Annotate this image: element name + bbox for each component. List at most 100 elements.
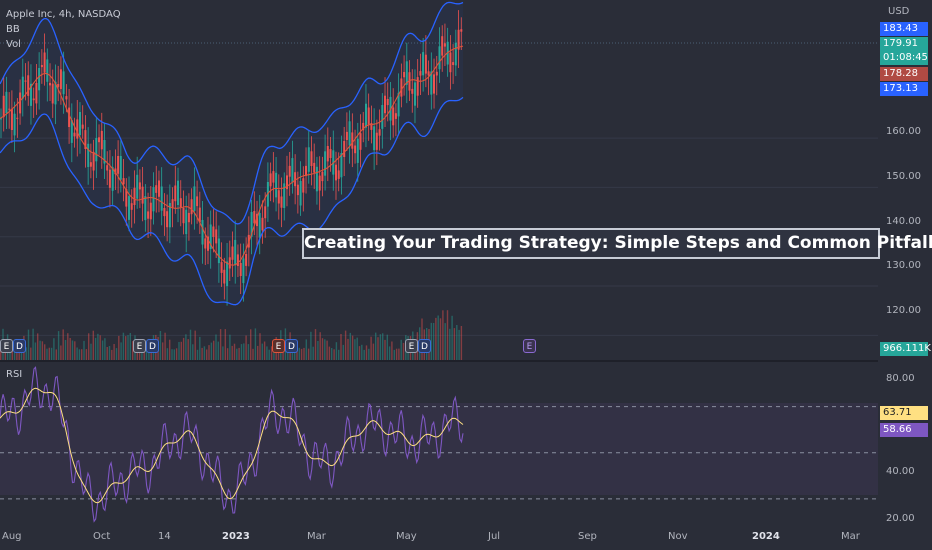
candle-body <box>128 196 130 220</box>
volume-bar <box>236 348 238 360</box>
candle-body <box>196 196 199 207</box>
volume-bar <box>277 346 280 360</box>
volume-bar <box>391 341 393 360</box>
candle-body <box>359 133 362 150</box>
rsi-badge: 58.66 <box>880 423 928 437</box>
earnings-marker[interactable]: E <box>405 339 418 353</box>
candle-body <box>231 246 234 260</box>
candle-body <box>307 147 310 172</box>
candle-body <box>57 84 60 87</box>
volume-bar <box>53 338 55 360</box>
volume-bar <box>60 345 62 360</box>
candle-body <box>305 165 307 176</box>
volume-bar <box>393 349 395 360</box>
volume-bar <box>363 349 365 360</box>
dividend-marker[interactable]: D <box>418 339 431 353</box>
volume-bar <box>97 333 99 360</box>
volume-bar <box>127 335 129 360</box>
volume-bar <box>145 347 148 360</box>
volume-bar <box>0 350 2 360</box>
volume-bar <box>192 344 194 360</box>
candle-body <box>419 71 422 76</box>
time-tick: Sep <box>578 531 597 542</box>
dividend-marker[interactable]: D <box>285 339 298 353</box>
countdown-badge: 01:08:45 <box>880 51 928 65</box>
candle-body <box>315 166 318 192</box>
rsi-ma-line <box>0 387 464 504</box>
candle-body <box>362 122 365 131</box>
volume-bar <box>358 346 361 360</box>
candle-body <box>435 71 438 76</box>
volume-bar <box>247 344 250 360</box>
volume-bar <box>78 349 81 360</box>
candle-body <box>318 175 321 191</box>
volume-bar <box>120 342 122 360</box>
volume-bar <box>219 329 222 360</box>
symbol-legend: Apple Inc, 4h, NASDAQ <box>6 9 121 20</box>
volume-bar <box>298 347 300 360</box>
volume-bar <box>252 348 254 360</box>
candle-body <box>386 99 389 106</box>
candle-body <box>411 88 414 94</box>
candle-body <box>258 213 261 238</box>
volume-bar <box>310 331 312 360</box>
volume-bar <box>307 348 310 360</box>
candle-body <box>256 213 258 227</box>
dividend-marker[interactable]: D <box>146 339 159 353</box>
dividend-marker[interactable]: D <box>13 339 26 353</box>
bb-legend: BB <box>6 24 20 35</box>
volume-bar <box>46 348 48 360</box>
volume-bar <box>384 339 386 360</box>
earnings-marker[interactable]: E <box>0 339 13 353</box>
volume-bar <box>99 335 101 360</box>
volume-bar <box>194 330 196 360</box>
volume-bar <box>263 341 266 360</box>
candle-body <box>272 171 275 183</box>
candle-body <box>427 71 430 76</box>
candle-body <box>54 81 57 105</box>
candle-body <box>19 92 22 114</box>
candle-body <box>160 186 163 211</box>
price-tick: 120.00 <box>886 305 921 316</box>
earnings-marker[interactable]: E <box>133 339 146 353</box>
candle-body <box>291 158 294 183</box>
candle-body <box>340 153 343 178</box>
volume-bar <box>199 336 201 360</box>
volume-bar <box>37 333 39 360</box>
volume-bar <box>64 340 67 360</box>
volume-bar <box>437 315 439 360</box>
candle-body <box>87 143 90 167</box>
volume-bar <box>303 347 305 360</box>
candle-body <box>117 156 120 174</box>
upcoming-earnings-marker[interactable]: E <box>523 339 536 353</box>
time-tick: Jul <box>488 531 501 542</box>
candle-body <box>236 254 239 266</box>
candle-body <box>193 186 196 211</box>
volume-bar <box>180 341 182 360</box>
candle-body <box>337 170 340 179</box>
candle-body <box>345 131 348 140</box>
volume-bar <box>175 348 178 360</box>
candle-body <box>277 190 280 204</box>
candle-body <box>275 172 278 198</box>
volume-bar <box>382 333 384 360</box>
candle-body <box>253 211 256 224</box>
volume-bar <box>349 332 351 360</box>
candle-body <box>13 113 16 136</box>
candle-body <box>179 198 182 208</box>
earnings-marker[interactable]: E <box>272 339 285 353</box>
last-price-badge: 179.91 <box>880 37 928 51</box>
candle-body <box>441 36 444 56</box>
volume-bar <box>305 339 307 360</box>
volume-bar <box>62 329 64 360</box>
volume-bar <box>210 342 213 360</box>
volume-bar <box>106 347 108 360</box>
volume-bar <box>268 349 270 360</box>
volume-bar <box>88 333 90 360</box>
candle-body <box>414 82 416 106</box>
bollinger-lower-line <box>0 96 464 306</box>
candle-body <box>351 132 354 149</box>
volume-bar <box>342 344 344 360</box>
volume-bar <box>328 346 331 360</box>
